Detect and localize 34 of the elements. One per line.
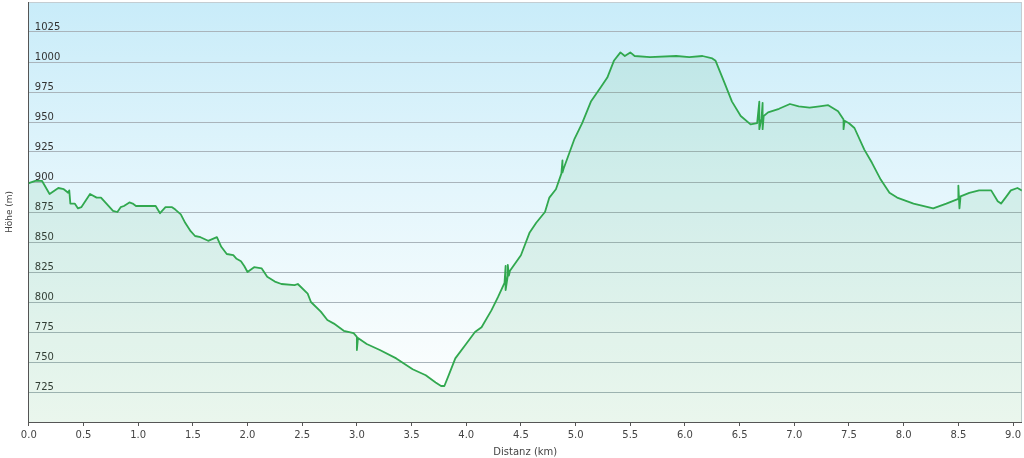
y-tick-label: 950 <box>34 110 54 122</box>
x-tick-label: 3.5 <box>403 428 420 440</box>
x-tick-label: 8.5 <box>950 428 967 440</box>
x-tick-label: 1.0 <box>130 428 147 440</box>
x-tick-label: 1.5 <box>184 428 201 440</box>
x-tick-label: 6.5 <box>731 428 748 440</box>
y-tick-label: 750 <box>34 350 54 362</box>
y-tick-label: 775 <box>34 320 54 332</box>
x-tick-label: 7.0 <box>786 428 803 440</box>
x-tick-label: 3.0 <box>348 428 365 440</box>
y-tick-label: 1000 <box>34 50 61 62</box>
y-tick-label: 875 <box>34 200 54 212</box>
x-tick-label: 4.5 <box>512 428 529 440</box>
y-tick-label: 850 <box>34 230 54 242</box>
x-tick-label: 5.5 <box>622 428 639 440</box>
x-tick-label: 2.5 <box>294 428 311 440</box>
y-tick-label: 975 <box>34 80 54 92</box>
x-tick-label: 0.0 <box>20 428 37 440</box>
y-axis-title: Höhe (m) <box>3 190 14 234</box>
y-tick-label: 725 <box>34 380 54 392</box>
x-tick-label: 8.0 <box>895 428 912 440</box>
x-tick-label: 9.0 <box>1005 428 1021 440</box>
y-tick-label: 900 <box>34 170 54 182</box>
y-tick-label: 1025 <box>34 20 61 32</box>
y-tick-label: 925 <box>34 140 54 152</box>
y-tick-label: 825 <box>34 260 54 272</box>
y-tick-label: 800 <box>34 290 54 302</box>
x-tick-label: 6.0 <box>677 428 693 440</box>
x-tick-label: 5.0 <box>567 428 584 440</box>
x-tick-label: 7.5 <box>841 428 857 440</box>
x-tick-label: 0.5 <box>75 428 92 440</box>
x-axis-title: Distanz (km) <box>493 445 558 457</box>
x-tick-label: 4.0 <box>458 428 475 440</box>
x-tick-label: 2.0 <box>239 428 256 440</box>
